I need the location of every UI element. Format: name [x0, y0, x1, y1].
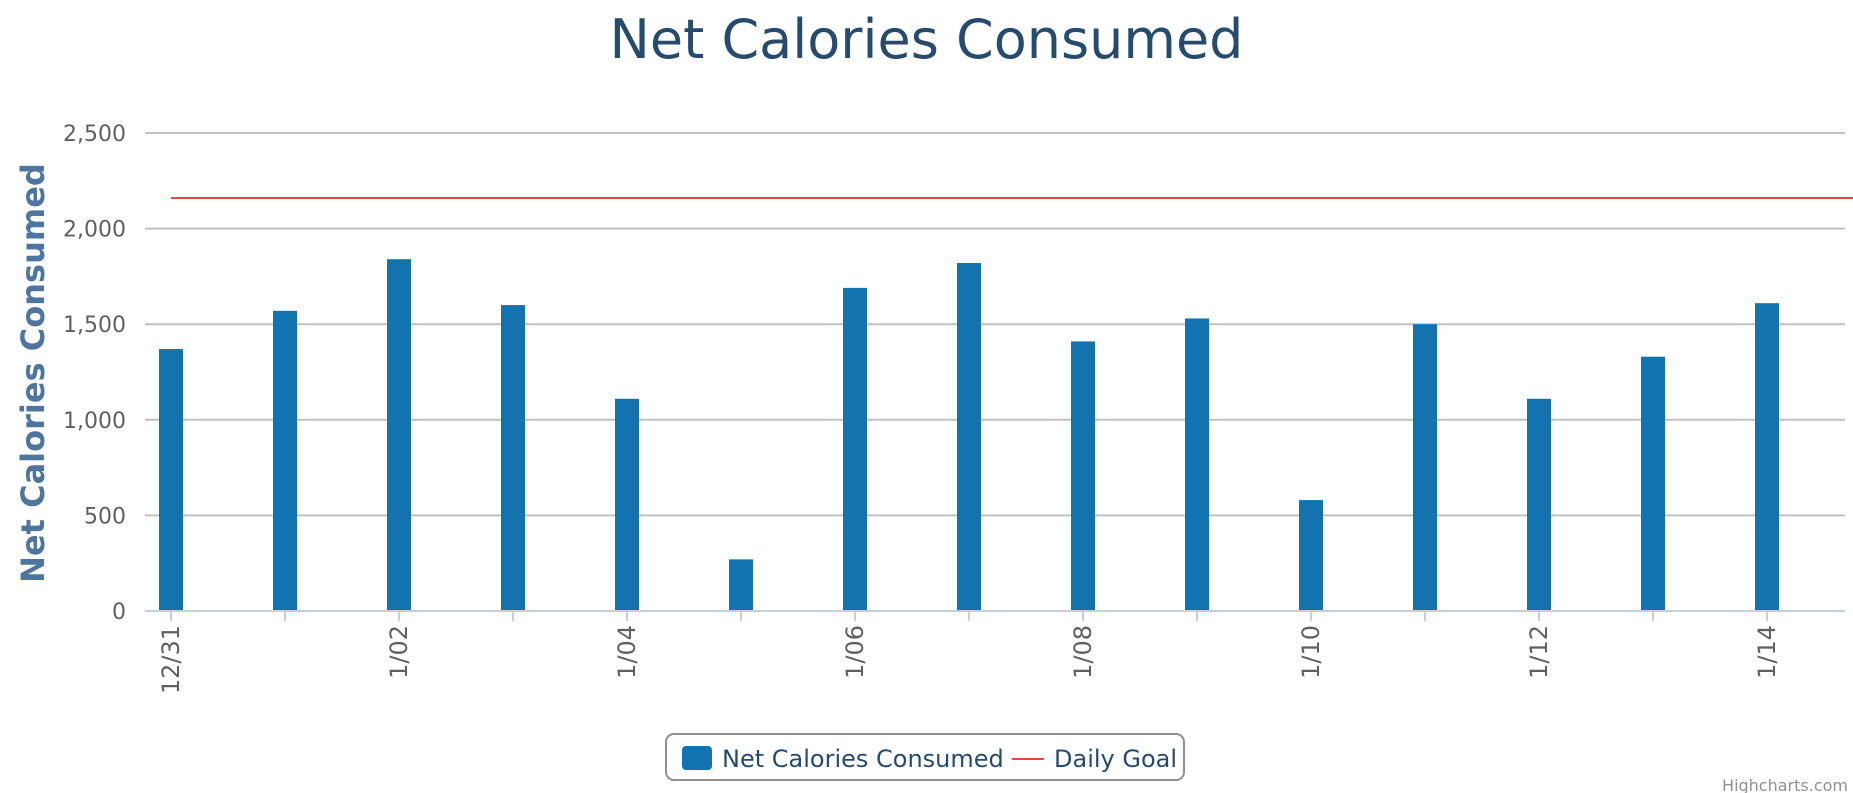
bar-1-05[interactable]: [729, 559, 753, 611]
y-tick-label: 2,000: [63, 218, 126, 243]
bar-1-02[interactable]: [387, 259, 411, 611]
x-tick-label: 1/12: [1525, 625, 1553, 679]
bar-1-04[interactable]: [615, 398, 639, 611]
credits-link[interactable]: Highcharts.com: [1722, 776, 1848, 793]
bar-1-07[interactable]: [957, 263, 981, 611]
bar-1-13[interactable]: [1641, 356, 1665, 611]
x-tick-label: 1/06: [841, 625, 869, 679]
legend-label-net-calories[interactable]: Net Calories Consumed: [722, 745, 1004, 773]
x-tick-label: 1/02: [385, 625, 413, 679]
legend[interactable]: Net Calories Consumed Daily Goal: [665, 733, 1185, 781]
bar-1-01[interactable]: [273, 310, 297, 611]
axes: 0 500 1,000 1,500 2,000 2,500 12/31 1/02 1/04 1/0…: [63, 122, 1845, 694]
y-tick-label: 500: [84, 504, 126, 529]
y-tick-label: 1,000: [63, 409, 126, 434]
bar-1-14[interactable]: [1755, 303, 1779, 611]
y-tick-label: 2,500: [63, 122, 126, 147]
x-tick-label: 1/14: [1753, 625, 1781, 679]
bar-1-06[interactable]: [843, 287, 867, 611]
legend-box: [665, 733, 1185, 781]
bar-12-31[interactable]: [159, 349, 183, 611]
y-tick-label: 1,500: [63, 313, 126, 338]
y-axis-label: Net Calories Consumed: [14, 163, 52, 583]
bars: [159, 259, 1779, 611]
gridlines: [145, 132, 1845, 517]
legend-label-daily-goal[interactable]: Daily Goal: [1054, 745, 1177, 773]
bar-1-11[interactable]: [1413, 324, 1437, 611]
bar-1-10[interactable]: [1299, 500, 1323, 611]
x-tick-label: 1/08: [1069, 625, 1097, 679]
bar-1-12[interactable]: [1527, 398, 1551, 611]
bar-1-03[interactable]: [501, 305, 525, 611]
y-tick-label: 0: [112, 600, 126, 625]
bar-1-08[interactable]: [1071, 341, 1095, 611]
x-tick-label: 1/10: [1297, 625, 1325, 679]
legend-swatch-net-calories: [682, 746, 712, 770]
bar-1-09[interactable]: [1185, 318, 1209, 611]
chart-title: Net Calories Consumed: [609, 8, 1244, 71]
x-tick-label: 1/04: [613, 625, 641, 679]
x-tick-label: 12/31: [157, 625, 185, 694]
